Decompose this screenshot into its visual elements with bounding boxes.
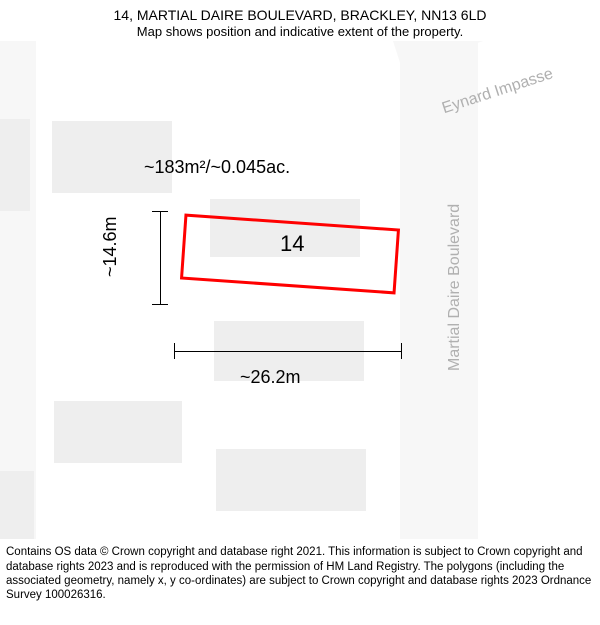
copyright-footer: Contains OS data © Crown copyright and d…: [0, 539, 600, 603]
dim-horizontal-line: [174, 351, 402, 352]
building-block: [54, 401, 182, 463]
map-canvas: 14 ~183m²/~0.045ac. ~14.6m ~26.2m Martia…: [0, 41, 600, 539]
house-number: 14: [280, 231, 304, 257]
area-label: ~183m²/~0.045ac.: [144, 157, 290, 178]
road-vertical: [400, 41, 478, 539]
page-subtitle: Map shows position and indicative extent…: [0, 24, 600, 41]
dim-vertical-label: ~14.6m: [100, 217, 121, 278]
dim-horizontal-tick: [174, 343, 175, 359]
road-label-vertical: Martial Daire Boulevard: [446, 204, 464, 371]
dim-vertical-tick: [152, 211, 168, 212]
dim-horizontal-label: ~26.2m: [240, 367, 301, 388]
road-left: [0, 41, 36, 539]
building-block: [0, 471, 34, 539]
dim-vertical-line: [160, 211, 161, 305]
dim-vertical-tick: [152, 304, 168, 305]
road-diagonal: [380, 41, 600, 68]
page-title: 14, MARTIAL DAIRE BOULEVARD, BRACKLEY, N…: [0, 0, 600, 24]
building-block: [216, 449, 366, 511]
building-block: [0, 119, 30, 211]
dim-horizontal-tick: [401, 343, 402, 359]
